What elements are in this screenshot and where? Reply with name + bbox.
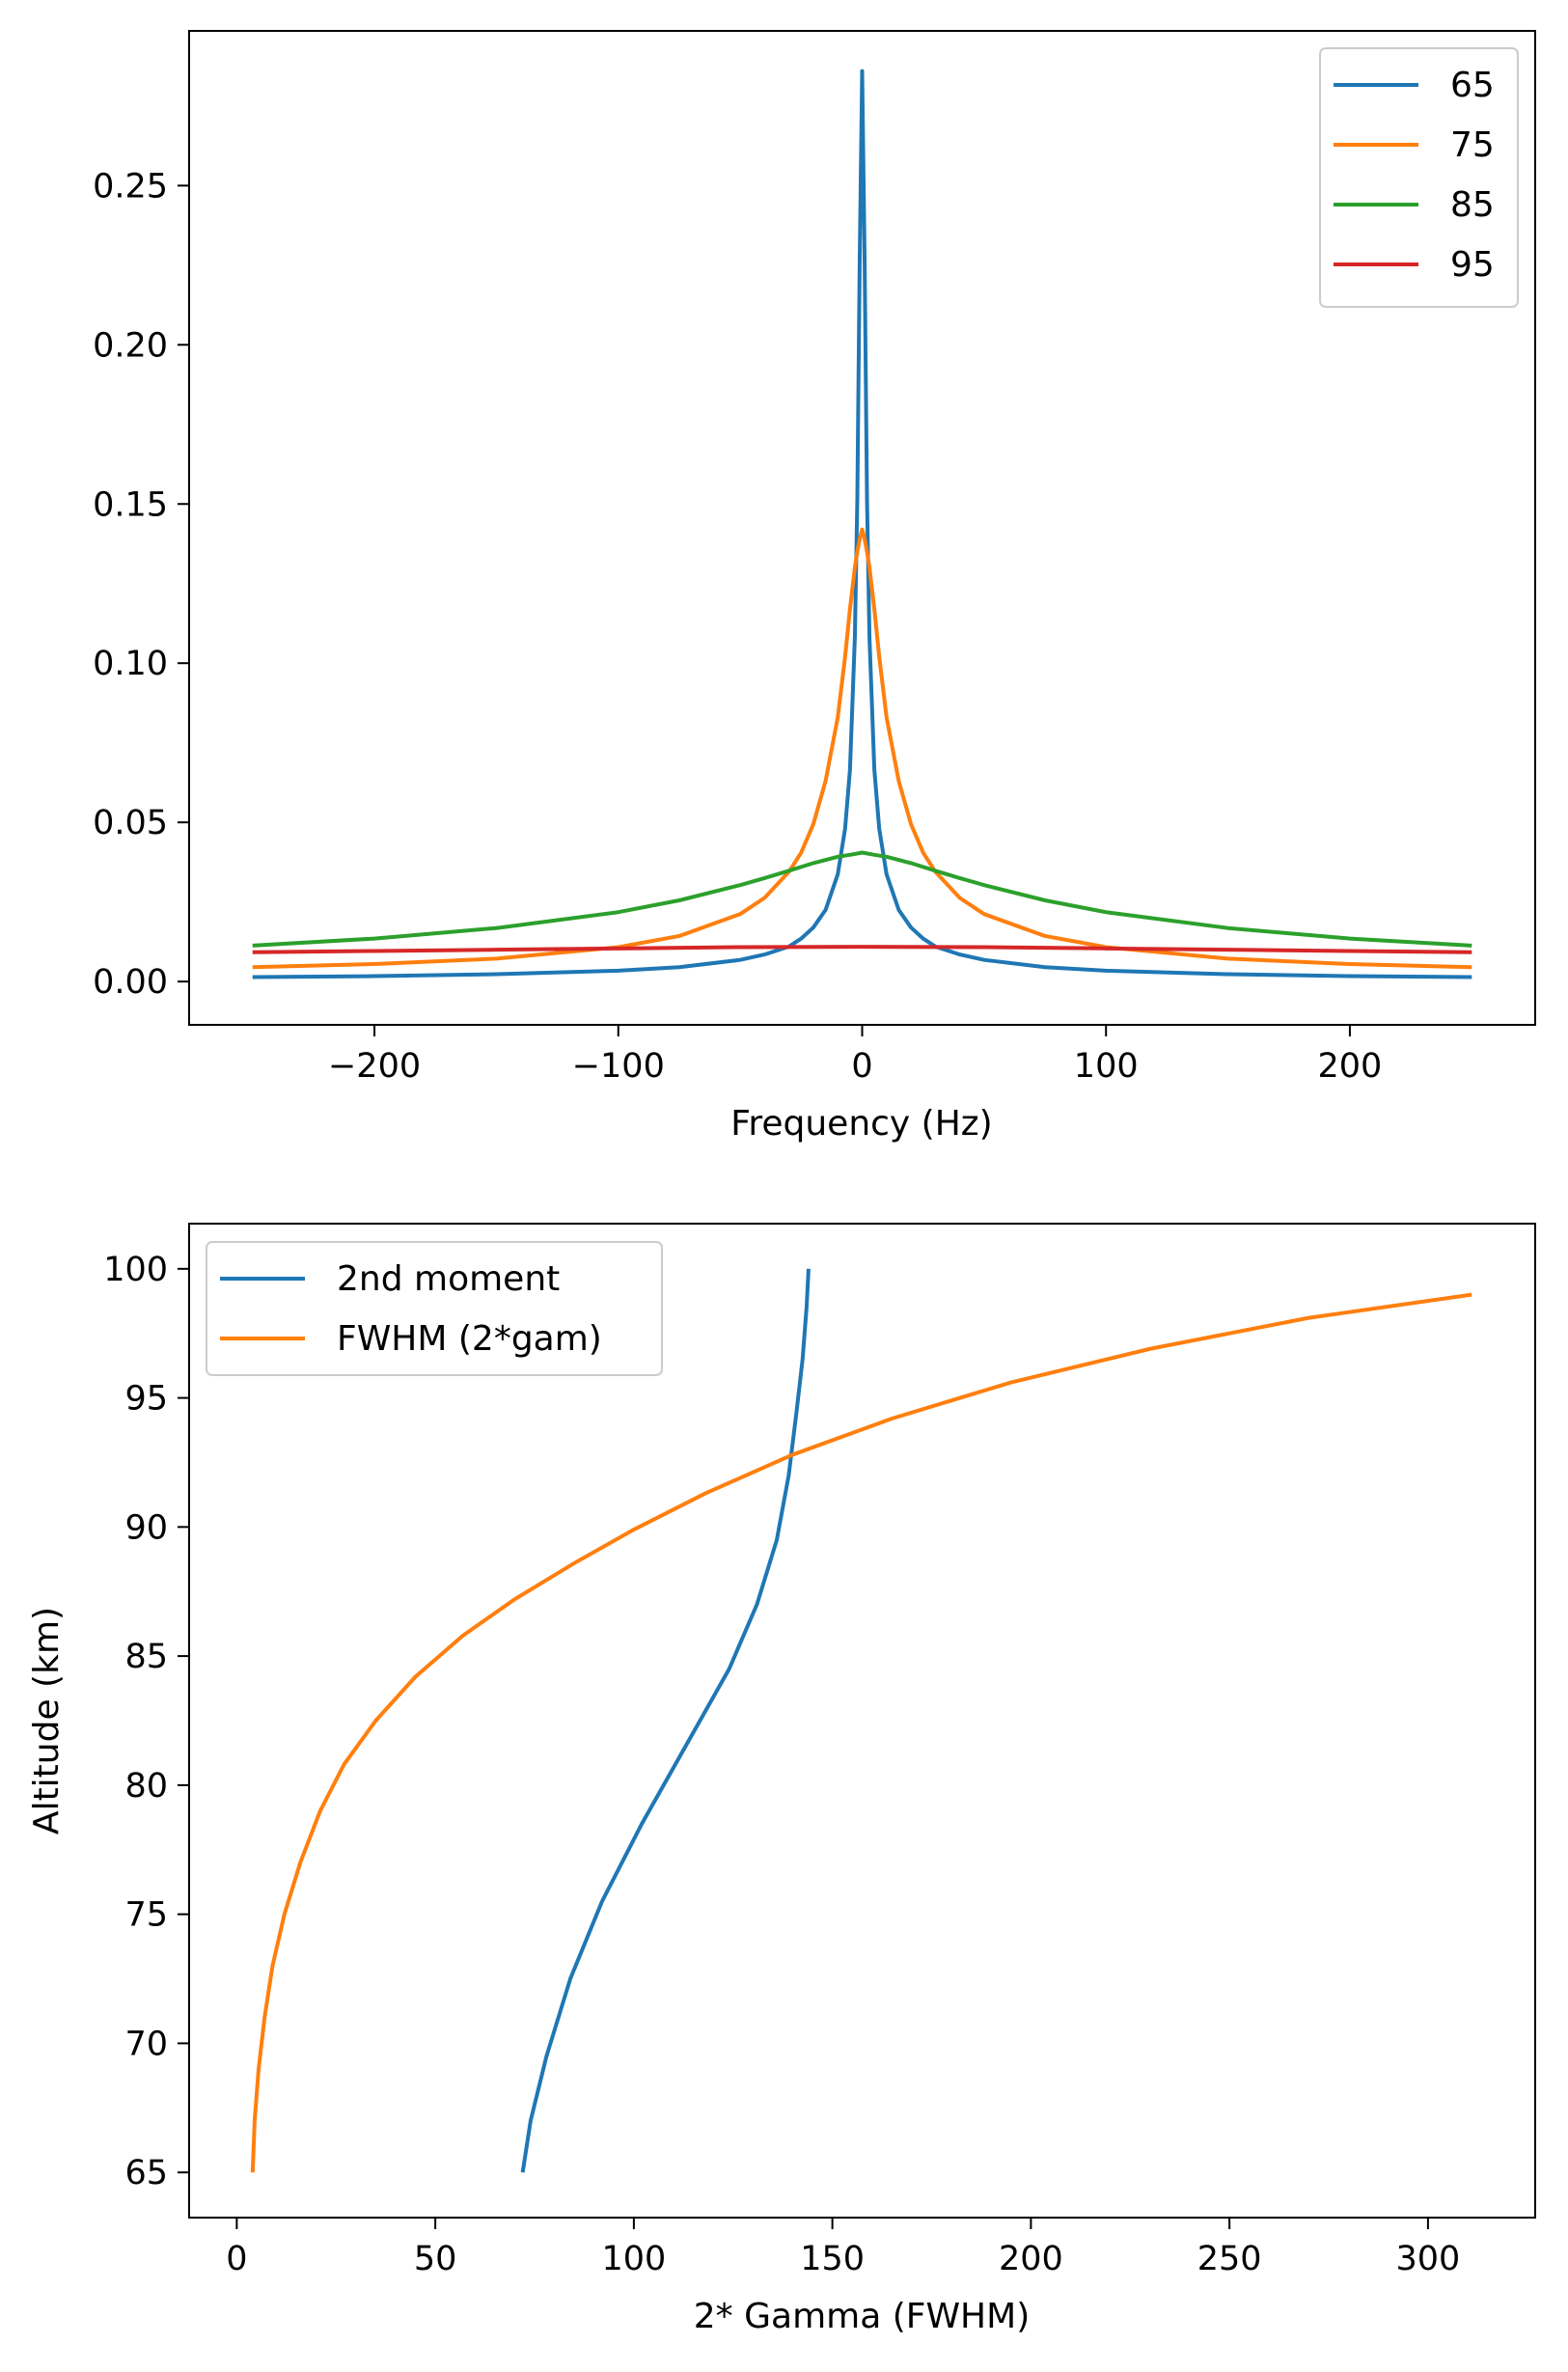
spectrum-chart: −200 −100 0 100 200 0.00 0.05 0.10 0.15 0.20 0.25… — [93, 30, 1536, 1144]
altitude-width-legend-box — [206, 1241, 663, 1376]
altitude-width-chart: 0 50 100 150 200 250 300 65 70 75 80 85 90 95 100 2* … — [27, 1223, 1536, 2336]
altitude-width-x-tick-label: 250 — [1197, 2240, 1262, 2278]
spectrum-x-tick-label: 100 — [1074, 1047, 1139, 1086]
altitude-width-y-tick-label: 90 — [124, 1508, 168, 1547]
spectrum-y-tick-label: 0.20 — [93, 326, 168, 365]
spectrum-legend[interactable]: 65 75 85 95 — [1319, 47, 1519, 308]
spectrum-y-tick-label: 0.15 — [93, 485, 168, 524]
spectrum-y-tick-label: 0.25 — [93, 167, 168, 206]
altitude-width-x-tick-label: 100 — [601, 2240, 666, 2278]
spectrum-x-tick-label: −100 — [572, 1047, 665, 1086]
spectrum-x-ticks: −200 −100 0 100 200 — [328, 1025, 1382, 1086]
altitude-width-x-tick-label: 300 — [1395, 2240, 1460, 2278]
spectrum-legend-label: 75 — [1450, 125, 1495, 165]
altitude-width-x-ticks: 0 50 100 150 200 250 300 — [226, 2218, 1460, 2278]
spectrum-series-line-65 — [252, 69, 1472, 979]
altitude-width-y-tick-label: 100 — [103, 1251, 168, 1289]
spectrum-lines — [252, 69, 1472, 979]
spectrum-legend-label: 65 — [1450, 66, 1495, 105]
altitude-width-y-ticks: 65 70 75 80 85 90 95 100 — [103, 1251, 189, 2193]
altitude-width-x-axis-label: 2* Gamma (FWHM) — [694, 2297, 1030, 2336]
altitude-width-lines — [250, 1268, 1472, 2173]
spectrum-series-line-85 — [252, 850, 1472, 948]
altitude-width-legend-label: 2nd moment — [337, 1259, 560, 1299]
altitude-width-x-tick-label: 150 — [800, 2240, 865, 2278]
spectrum-x-tick-label: 200 — [1318, 1047, 1383, 1086]
altitude-width-y-axis-label: Altitude (km) — [27, 1607, 67, 1834]
altitude-width-y-tick-label: 70 — [124, 2025, 168, 2063]
spectrum-x-axis-label: Frequency (Hz) — [730, 1104, 992, 1144]
spectrum-y-ticks: 0.00 0.05 0.10 0.15 0.20 0.25 — [93, 167, 189, 1002]
altitude-width-x-tick-label: 0 — [226, 2240, 247, 2278]
altitude-width-x-tick-label: 50 — [414, 2240, 457, 2278]
altitude-width-legend[interactable]: 2nd moment FWHM (2*gam) — [206, 1241, 663, 1376]
altitude-width-y-tick-label: 95 — [124, 1380, 168, 1419]
spectrum-legend-label: 85 — [1450, 185, 1495, 225]
altitude-width-series-line-fwhm-2-gam — [250, 1292, 1472, 2173]
spectrum-x-tick-label: −200 — [328, 1047, 421, 1086]
altitude-width-plot-frame — [188, 1223, 1536, 2219]
spectrum-y-tick-label: 0.10 — [93, 645, 168, 683]
altitude-width-y-tick-label: 80 — [124, 1767, 168, 1806]
spectrum-y-tick-label: 0.00 — [93, 963, 168, 1002]
spectrum-series-line-75 — [252, 527, 1472, 970]
spectrum-x-tick-label: 0 — [851, 1047, 872, 1086]
altitude-width-legend-label: FWHM (2*gam) — [337, 1319, 602, 1359]
altitude-width-y-tick-label: 85 — [124, 1638, 168, 1676]
altitude-width-series-line-2nd-moment — [520, 1268, 811, 2173]
spectrum-legend-box — [1319, 47, 1519, 308]
altitude-width-x-tick-label: 200 — [999, 2240, 1063, 2278]
spectrum-y-tick-label: 0.05 — [93, 804, 168, 842]
spectrum-series-line-95 — [252, 945, 1472, 954]
spectrum-legend-label: 95 — [1450, 245, 1495, 285]
altitude-width-y-tick-label: 75 — [124, 1896, 168, 1935]
altitude-width-y-tick-label: 65 — [124, 2154, 168, 2193]
